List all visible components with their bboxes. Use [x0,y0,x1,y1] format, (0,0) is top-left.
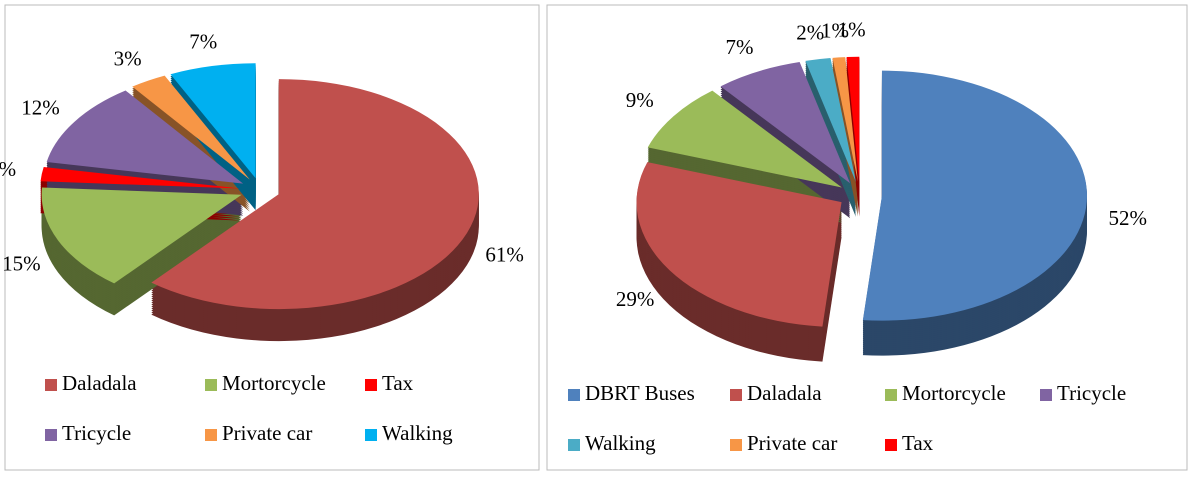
legend-swatch [365,379,377,391]
legend-swatch [885,439,897,451]
data-label: 9% [626,88,654,112]
slice [40,166,241,189]
legend-swatch [730,439,742,451]
slice [151,79,479,310]
slice [720,62,851,184]
data-label: 29% [616,287,655,311]
legend-swatch [365,429,377,441]
data-label: 7% [189,29,217,53]
legend-swatch [568,439,580,451]
legend-label: Daladala [747,381,822,405]
slice [832,57,858,182]
legend-label: Mortorcycle [222,371,326,395]
data-label: 1% [838,18,866,42]
legend-label: Tricycle [1057,381,1126,405]
legend-label: Walking [382,421,453,445]
slice [41,187,242,284]
data-label: 2% [796,20,824,44]
legend-label: Daladala [62,371,137,395]
slice-side [832,62,858,187]
slice [170,63,256,179]
slice-side [832,64,858,189]
data-label: 61% [485,243,524,267]
slice [46,90,244,184]
legend-swatch [205,379,217,391]
legend-label: Tax [902,431,934,455]
slice [636,162,842,327]
legend-swatch [45,379,57,391]
slice [805,57,856,183]
legend-label: Tax [382,371,414,395]
legend-swatch [568,389,580,401]
legend-swatch [1040,389,1052,401]
slice-side [832,58,858,183]
legend-label: Tricycle [62,421,131,445]
legend-label: Private car [747,431,837,455]
data-label: 12% [21,95,60,119]
legend-label: Private car [222,421,312,445]
slice-side [832,66,858,191]
legend-label: DBRT Buses [585,381,695,405]
legend-swatch [730,389,742,401]
legend-swatch [45,429,57,441]
legend-label: Walking [585,431,656,455]
data-label: 52% [1108,206,1147,230]
slice [647,90,842,188]
legend-swatch [205,429,217,441]
slice [846,56,860,182]
legend-swatch [885,389,897,401]
slice [862,70,1087,321]
data-label: 7% [725,35,753,59]
data-label: 2% [0,157,16,181]
slice [132,75,250,180]
data-label: 1% [821,18,849,42]
data-label: 3% [114,47,142,71]
slice-side [832,60,858,185]
data-label: 15% [2,251,41,275]
legend-label: Mortorcycle [902,381,1006,405]
